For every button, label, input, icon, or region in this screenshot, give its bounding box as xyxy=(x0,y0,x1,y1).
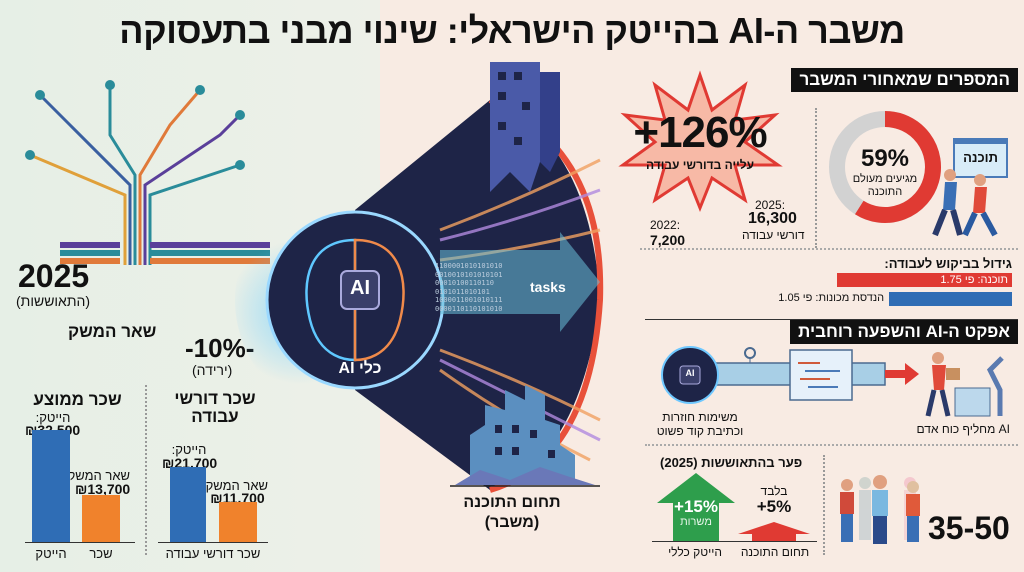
starburst-icon xyxy=(618,70,783,213)
burst-caption: עלייה בדורשי עבודה xyxy=(646,158,754,172)
divider xyxy=(645,444,1018,446)
ai-tools-label: כלי AI xyxy=(338,360,382,377)
share-donut-chart xyxy=(829,111,941,223)
green-up-arrow-icon xyxy=(657,473,735,541)
axis-baseline xyxy=(25,542,135,543)
binary-line: 0010010101010101 xyxy=(435,270,503,279)
ai-chip xyxy=(340,270,380,310)
demand-software-label: תוכנה: פי 1.75 xyxy=(940,274,1008,286)
replace-caption: AI מחליף כוח אדם xyxy=(916,422,1010,436)
year-2022-label: 2022: xyxy=(650,218,681,232)
axis-baseline xyxy=(652,541,817,542)
rest-label: שאר המשק xyxy=(68,322,157,341)
demand-title: גידול בביקוש לעבודה: xyxy=(884,256,1012,271)
drop-note: (ירידה) xyxy=(192,362,233,378)
tasks-label: tasks xyxy=(530,279,566,295)
year-2025-value: 16,300 xyxy=(748,210,797,227)
binary-line: 00010100110110 xyxy=(435,279,495,287)
worker-robot-icon xyxy=(925,352,1004,417)
circuit-tree-illustration xyxy=(25,80,270,265)
data-label: שאר המשק: xyxy=(201,478,268,493)
people-running-icon xyxy=(932,169,998,237)
page-title: משבר ה-AI בהייטק הישראלי: שינוי מבני בתע… xyxy=(119,10,905,51)
seekers-salary-title: שכר דורשי עבודה xyxy=(174,389,256,426)
data-label: הייטק: xyxy=(35,410,71,425)
soft-label: תחום התוכנה xyxy=(740,545,810,559)
data-label: ₪21,700 xyxy=(162,455,218,471)
soft-note: בלבד xyxy=(760,484,788,498)
donut-value: 59% xyxy=(860,145,910,172)
bar-hitech-seekers xyxy=(170,467,206,542)
age-range: 35-50 xyxy=(928,510,1010,546)
software-window-icon xyxy=(953,138,1008,178)
binary-stream: 1100001010101010 0010010101010101 00010100… xyxy=(435,262,502,313)
window-label: תוכנה xyxy=(963,150,998,165)
numbers-header: המספרים שמאחורי המשבר xyxy=(791,68,1018,92)
effect-header: אפקט ה-AI והשפעה רוחבית xyxy=(790,320,1018,344)
software-sector-label: תחום התוכנה xyxy=(463,494,561,511)
data-label: שאר המשק: xyxy=(63,468,130,483)
divider xyxy=(815,108,817,248)
demand-mech-label: הנדסת מכונות: פי 1.05 xyxy=(778,292,885,304)
red-arrow-icon xyxy=(885,363,919,385)
year-2022-value: 7,200 xyxy=(650,232,686,248)
binary-line: 0101011010101 xyxy=(435,287,490,296)
collapsed-building-icon xyxy=(450,385,600,487)
avg-salary-title: שכר ממוצע xyxy=(33,390,122,409)
demand-mech-bar xyxy=(889,292,1012,306)
data-label: הייטק: xyxy=(171,442,207,457)
donut-slice-software xyxy=(855,111,941,223)
divider xyxy=(645,319,1018,320)
bar-hitech-avg xyxy=(32,430,70,542)
crisis-dark-shape xyxy=(235,97,604,493)
people-group-icon xyxy=(840,475,920,544)
divider xyxy=(640,248,1018,250)
gap-title: פער בהתאוששות (2025) xyxy=(660,455,803,470)
divider xyxy=(145,385,147,555)
ai-badge: AI xyxy=(350,277,370,299)
hitech-label: הייטק כללי xyxy=(668,545,722,559)
ai-pipeline-illustration xyxy=(661,346,886,404)
binary-line: 1000011001010111 xyxy=(435,296,503,304)
red-up-arrow-icon xyxy=(738,522,810,541)
donut-caption: התוכנה xyxy=(867,186,903,198)
axis-baseline xyxy=(158,542,268,543)
tick-label: שכר דורשי עבודה xyxy=(165,546,261,561)
year-2025: 2025 xyxy=(18,258,90,294)
demand-software-bar xyxy=(837,273,1012,287)
burst-value: +126% xyxy=(633,108,767,157)
year-2025-caption: דורשי עבודה xyxy=(742,228,805,242)
hitech-unit: משרות xyxy=(680,516,712,528)
tasks-caption: וכתיבת קוד פשוט xyxy=(656,424,744,438)
tasks-caption: משימות חוזרות xyxy=(662,410,738,424)
divider xyxy=(823,455,825,555)
binary-line: 1100001010101010 xyxy=(435,262,503,270)
bar-rest-seekers xyxy=(219,501,257,542)
software-sector-note: (משבר) xyxy=(484,514,540,531)
donut-caption: מגיעים מעולם xyxy=(852,173,918,185)
tick-label: שכר xyxy=(89,546,113,561)
bar-rest-avg xyxy=(82,494,120,542)
hitech-value: +15% xyxy=(674,497,718,516)
tick-label: הייטק xyxy=(35,546,67,561)
soft-value: +5% xyxy=(756,497,792,516)
data-label: ₪13,700 xyxy=(75,481,131,497)
year-2025-label: 2025: xyxy=(755,198,786,212)
ai-badge-small: AI xyxy=(685,368,695,378)
collapsing-building-top-icon xyxy=(490,62,560,192)
binary-line: 0000110110101010 xyxy=(435,304,503,313)
year-note: (התאוששות) xyxy=(16,293,91,309)
